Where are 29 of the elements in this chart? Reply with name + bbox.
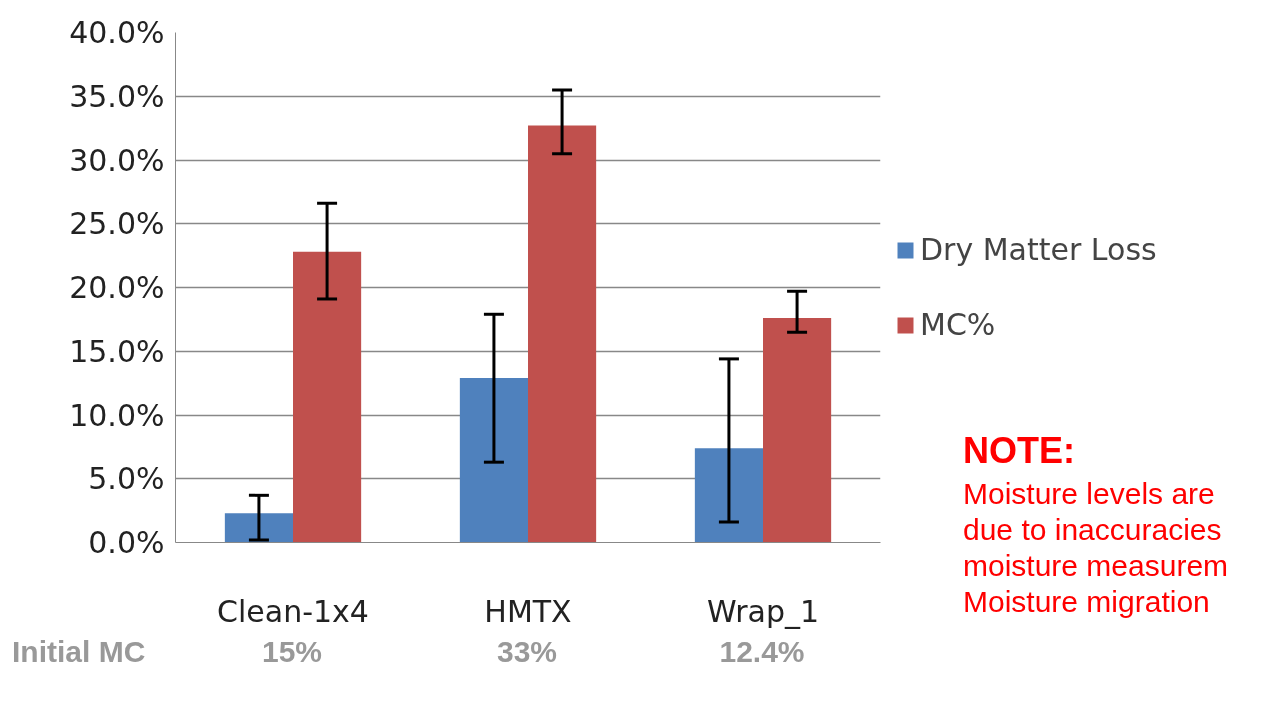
y-tick-label: 15.0%: [69, 333, 165, 369]
y-tick-label: 25.0%: [69, 206, 165, 242]
bar: [763, 318, 832, 543]
text: NOTE:: [963, 430, 1075, 471]
text: Moisture migration: [963, 585, 1210, 618]
text: due to inaccuracies: [963, 513, 1222, 546]
text: Moisture levels are: [963, 477, 1215, 510]
text: 33%: [496, 634, 558, 670]
x-tick-label: HMTX: [484, 593, 572, 629]
y-tick-label: 30.0%: [69, 142, 165, 178]
bar: [694, 448, 763, 543]
y-tick-label: 5.0%: [88, 461, 165, 497]
bar: [224, 513, 293, 543]
y-tick-label: 20.0%: [69, 270, 165, 305]
text: Initial MC: [12, 634, 146, 670]
text: moisture measurem: [963, 549, 1229, 582]
bar: [293, 251, 362, 543]
legend-label: MC%: [920, 307, 996, 342]
bar: [459, 378, 528, 543]
y-tick-label: 40.0%: [69, 15, 165, 50]
bar: [528, 125, 597, 543]
text: 12.4%: [719, 634, 805, 670]
legend-label: Dry Matter Loss: [920, 232, 1157, 267]
x-tick-label: Clean-1x4: [217, 593, 369, 629]
x-tick-label: Wrap_1: [706, 593, 820, 629]
y-tick-label: 0.0%: [88, 525, 165, 560]
text: 15%: [261, 634, 323, 670]
y-tick-label: 10.0%: [69, 397, 165, 433]
y-tick-label: 35.0%: [69, 78, 165, 114]
